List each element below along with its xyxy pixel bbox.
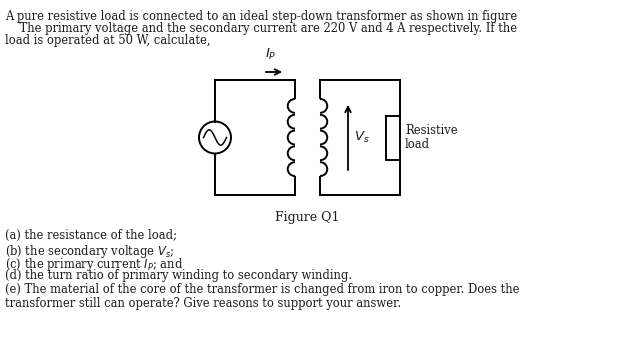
Bar [386, 116, 400, 160]
Text: (b) the secondary voltage $V_s$;: (b) the secondary voltage $V_s$; [5, 243, 174, 260]
Text: (e) The material of the core of the transformer is changed from iron to copper. : (e) The material of the core of the tran… [5, 283, 520, 296]
Text: Figure Q1: Figure Q1 [275, 211, 340, 224]
Text: load: load [405, 138, 430, 151]
Text: Resistive: Resistive [405, 124, 457, 137]
Text: The primary voltage and the secondary current are 220 V and 4 A respectively. If: The primary voltage and the secondary cu… [5, 22, 517, 35]
Text: A pure resistive load is connected to an ideal step-down transformer as shown in: A pure resistive load is connected to an… [5, 10, 517, 23]
Text: $V_s$: $V_s$ [354, 130, 370, 145]
Text: (c) the primary current $I_P$; and: (c) the primary current $I_P$; and [5, 256, 184, 273]
Text: (a) the resistance of the load;: (a) the resistance of the load; [5, 229, 177, 242]
Text: transformer still can operate? Give reasons to support your answer.: transformer still can operate? Give reas… [5, 297, 401, 310]
Text: (d) the turn ratio of primary winding to secondary winding.: (d) the turn ratio of primary winding to… [5, 270, 352, 282]
Text: load is operated at 50 W, calculate,: load is operated at 50 W, calculate, [5, 34, 211, 47]
Text: $I_P$: $I_P$ [265, 47, 276, 62]
